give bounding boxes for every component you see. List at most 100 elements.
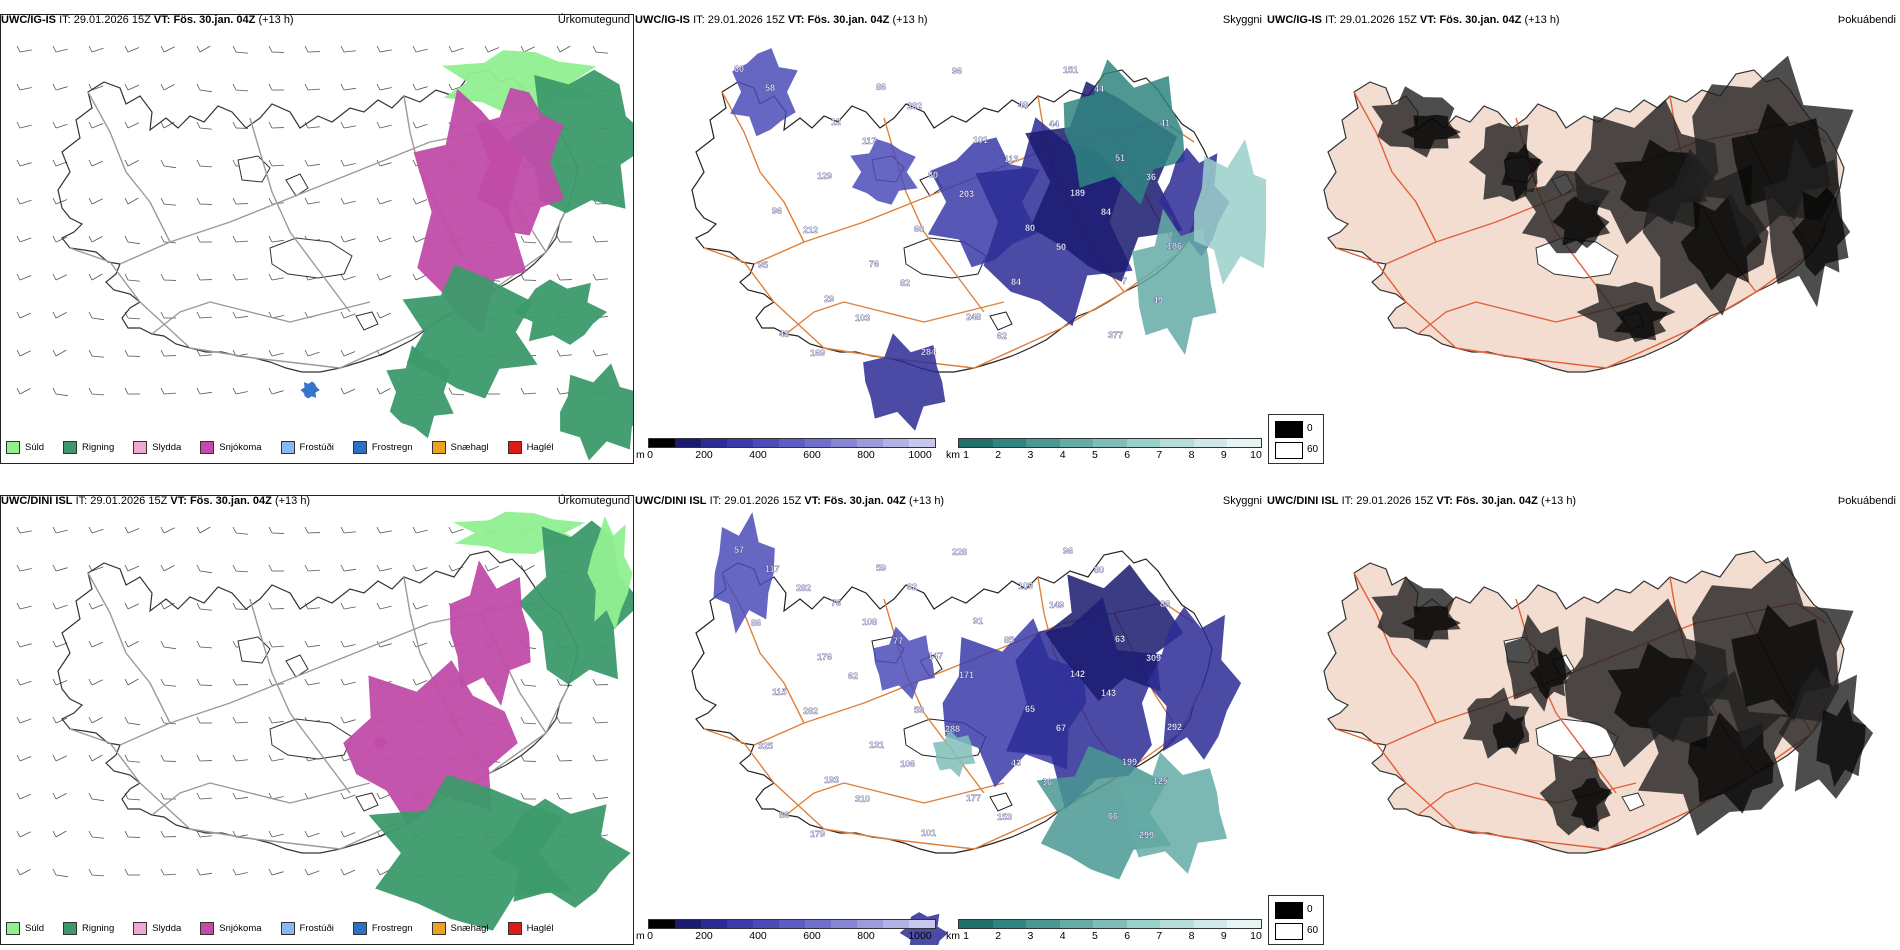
ceiling-colorbar: m 0 200 400 600 800 1000 <box>634 919 939 945</box>
visibility-map: 60 12 60 80 7 48 86 101 189 186 29 284 48 51 96 76 248 15… <box>691 48 1268 431</box>
ceiling-label: 282 <box>803 706 818 716</box>
colorbar-tick: 10 <box>1250 449 1262 461</box>
panel-title: Úrkomutegund <box>557 14 630 26</box>
ceiling-label: 91 <box>973 616 983 626</box>
ceiling-label: 310 <box>855 794 870 804</box>
visibility-map: 5776147651998659911422921931011096311513… <box>691 512 1242 945</box>
ceiling-label: 377 <box>1108 330 1123 340</box>
ceiling-label: 149 <box>1049 600 1064 610</box>
ceiling-label: 282 <box>796 583 811 593</box>
precip-map <box>16 511 634 931</box>
field-patch <box>1121 752 1228 874</box>
field-patch <box>1552 196 1610 249</box>
field-patch <box>488 798 631 908</box>
ceiling-label: 177 <box>966 793 981 803</box>
ceiling-label: 7 <box>1122 276 1127 286</box>
legend-item-0: Súld <box>0 440 44 454</box>
ceiling-label: 62 <box>997 331 1007 341</box>
field-patch <box>1529 646 1573 700</box>
colorbar-tick: 2 <box>995 449 1002 461</box>
legend-swatch <box>431 440 446 454</box>
ceiling-label: 76 <box>869 259 879 269</box>
legend-item-5: Frostregn <box>347 921 413 935</box>
field-patch <box>1791 187 1851 277</box>
panel-header: UWC/DINI ISL IT: 29.01.2026 15Z VT: Fös.… <box>635 495 945 507</box>
ceiling-label: 80 <box>1025 223 1035 233</box>
fog-swatch-high <box>1275 902 1303 919</box>
ceiling-label: 77 <box>893 636 903 646</box>
colorbar-tick: 200 <box>695 449 713 461</box>
ceiling-label: 48 <box>779 329 789 339</box>
ceiling-label: 325 <box>758 741 773 751</box>
ceiling-label: 66 <box>1108 811 1118 821</box>
field-patch <box>1063 59 1185 205</box>
ceiling-label: 88 <box>1160 599 1170 609</box>
visibility-colorbar: km 1 2 3 4 5 6 7 8 9 10 <box>944 438 1267 464</box>
ceiling-label: 84 <box>1011 277 1021 287</box>
legend-swatch <box>6 440 20 454</box>
legend-swatch <box>280 921 295 935</box>
ceiling-label: 80 <box>1094 565 1104 575</box>
colorbar-tick: 600 <box>803 930 821 942</box>
colorbar-tick: 800 <box>857 930 875 942</box>
field-patch <box>1401 605 1461 640</box>
field-patch <box>1614 139 1708 225</box>
ceiling-label: 51 <box>1115 153 1125 163</box>
legend-item-3: Snjókoma <box>194 921 262 935</box>
legend-swatch <box>352 921 367 935</box>
field-patch <box>1493 711 1530 755</box>
legend-label: Slydda <box>152 922 182 934</box>
field-patch <box>1501 143 1541 201</box>
ceiling-label: 41 <box>1160 118 1170 128</box>
ceiling-label: 113 <box>1004 154 1019 164</box>
legend-item-6: Snæhagl <box>426 921 489 935</box>
colorbar-tick: 1 <box>963 930 969 942</box>
colorbar-tick: 7 <box>1156 449 1163 461</box>
ceiling-label: 67 <box>1056 723 1066 733</box>
field-patch <box>1731 604 1831 722</box>
colorbar-tick: 5 <box>1091 930 1098 942</box>
colorbar-ramp <box>648 919 936 929</box>
panel-title: Úrkomutegund <box>557 495 630 507</box>
field-patch <box>449 560 531 706</box>
field-patch <box>512 279 608 345</box>
fog-map <box>1323 550 1874 854</box>
colorbar-tick: 8 <box>1188 930 1195 942</box>
panel-fog-ig: UWC/IG-IS IT: 29.01.2026 15Z VT: Fös. 30… <box>1266 12 1900 464</box>
ceiling-label: 101 <box>973 135 988 145</box>
ceiling-label: 248 <box>966 312 981 322</box>
ceiling-label: 60 <box>734 64 744 74</box>
legend-label: Snjókoma <box>219 441 262 453</box>
field-patch <box>730 48 798 137</box>
legend-swatch <box>6 921 20 935</box>
colorbar-tick: 8 <box>1188 449 1195 461</box>
field-patch <box>300 381 320 399</box>
colorbar-ramp <box>958 919 1262 929</box>
fog-legend: 0 60 <box>1268 414 1324 464</box>
legend-label: Rigning <box>82 922 115 934</box>
panel-visibility-ig: UWC/IG-IS IT: 29.01.2026 15Z VT: Fös. 30… <box>634 12 1268 464</box>
legend-label: Snæhagl <box>450 922 489 934</box>
field-patch <box>863 333 946 431</box>
colorbar-unit: km <box>946 930 960 942</box>
legend-swatch <box>280 440 295 454</box>
ceiling-label: 65 <box>1025 704 1035 714</box>
ceiling-label: 57 <box>734 545 744 555</box>
colorbar-tick: 600 <box>803 449 821 461</box>
ceiling-label: 153 <box>997 812 1012 822</box>
legend-swatch <box>352 440 367 454</box>
ceiling-label: 62 <box>907 582 917 592</box>
panel-header: UWC/IG-IS IT: 29.01.2026 15Z VT: Fös. 30… <box>1 14 294 26</box>
legend-label: Snjókoma <box>219 922 262 934</box>
colorbar-tick: 1000 <box>908 449 932 461</box>
ceiling-label: 63 <box>1115 634 1125 644</box>
ceiling-colorbar: m 0 200 400 600 800 1000 <box>634 438 939 464</box>
ceiling-label: 43 <box>1011 758 1021 768</box>
legend-label: Rigning <box>82 441 115 453</box>
ceiling-label: 292 <box>1167 722 1182 732</box>
legend-item-7: Haglél <box>502 440 554 454</box>
ceiling-label: 84 <box>1101 207 1111 217</box>
ceiling-label: 50 <box>1056 242 1066 252</box>
ceiling-label: 151 <box>1063 65 1078 75</box>
field-patch <box>713 512 775 634</box>
